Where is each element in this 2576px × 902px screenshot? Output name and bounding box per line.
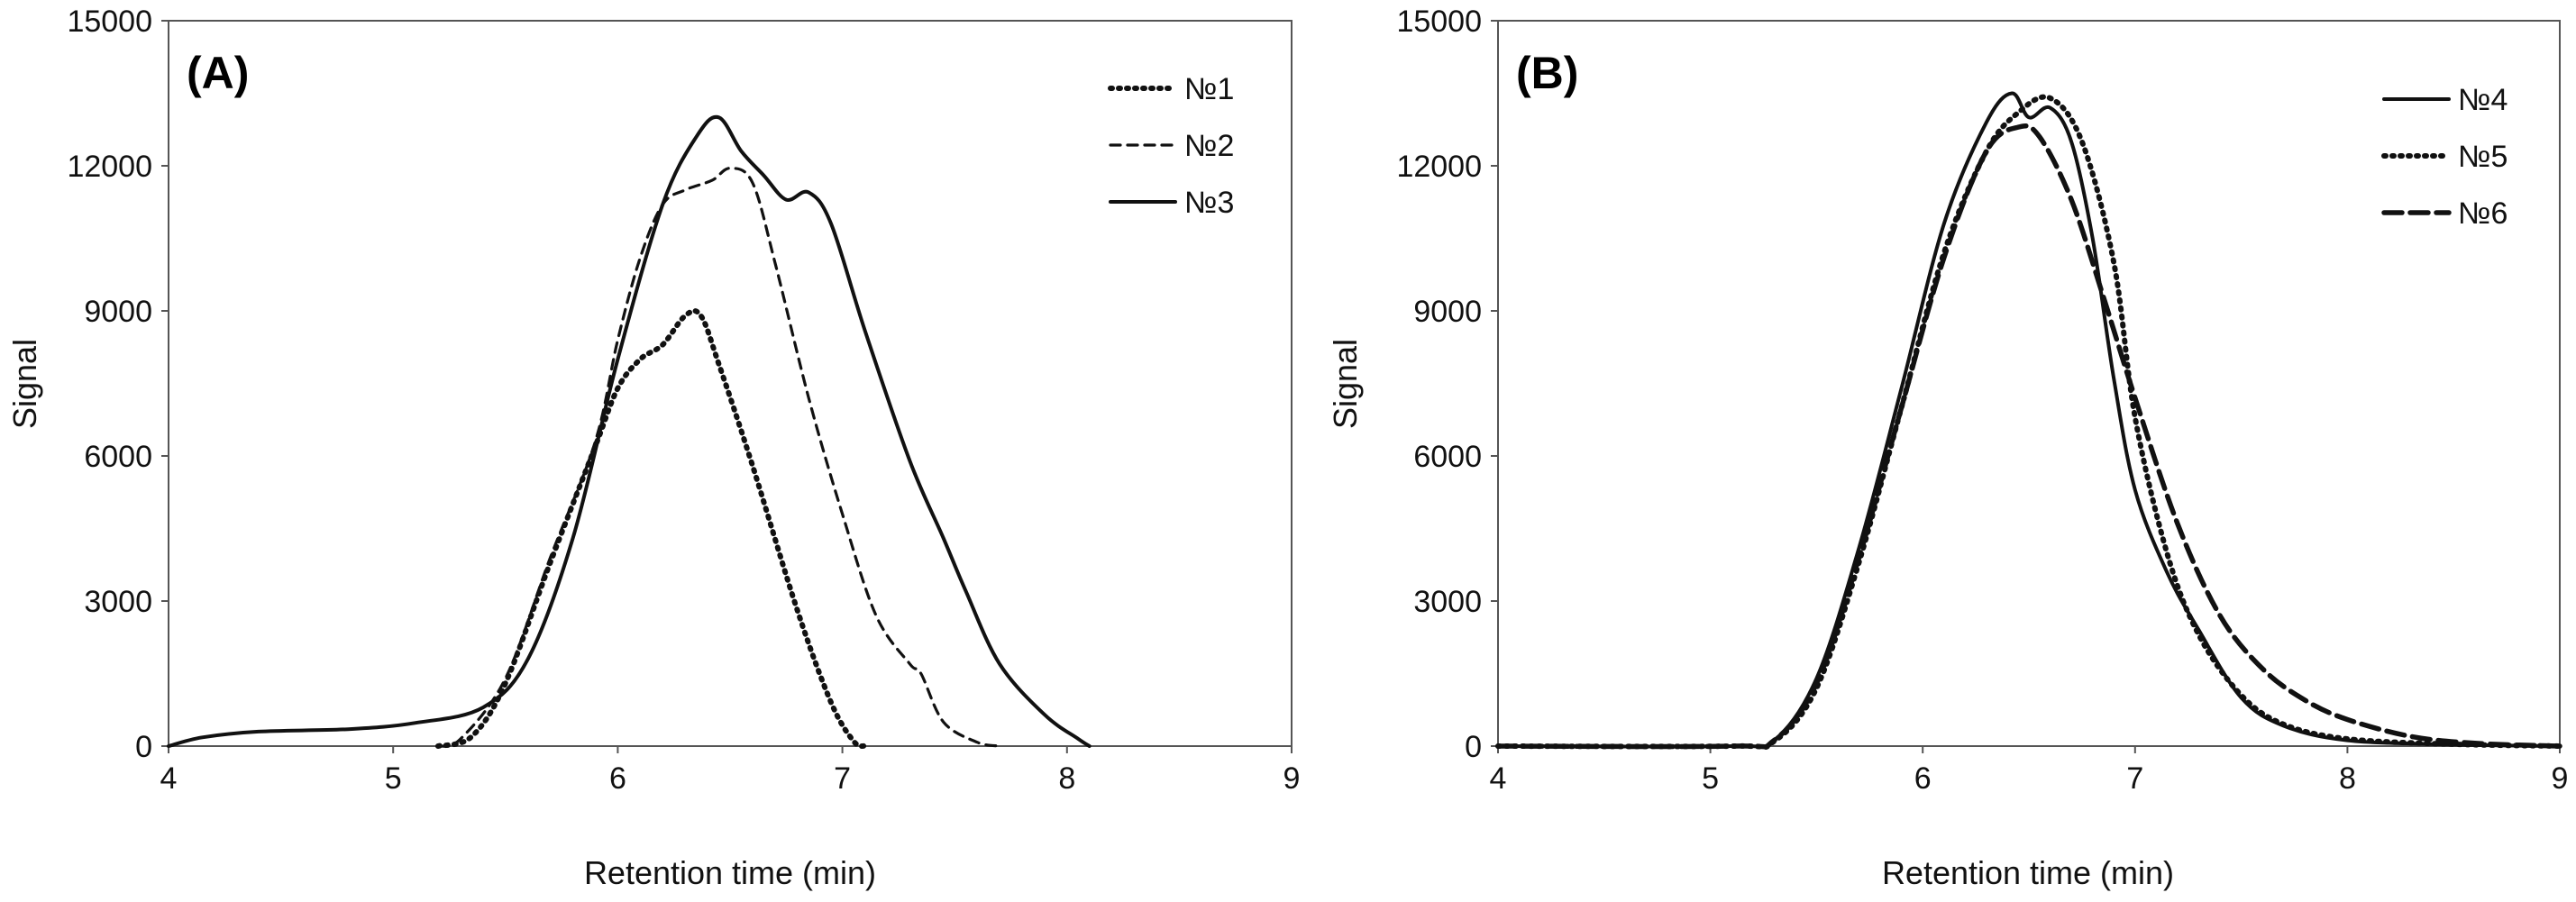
legend-a: №1 №2 №3: [1108, 72, 1234, 220]
y-tick-label: 9000: [1413, 295, 1482, 329]
x-tick-label: 4: [1490, 761, 1507, 796]
series-line-a-3: [167, 114, 1092, 748]
legend-b: №4 №5 №6: [2381, 83, 2507, 231]
x-tick-label: 9: [1283, 761, 1301, 796]
chart-panel-b: (B) Signal Retention time (min) 4 5 6 7 8 9 0…: [1327, 5, 2568, 891]
y-axis-title-a: Signal: [6, 339, 43, 429]
y-tick-label: 3000: [1413, 585, 1482, 619]
x-ticks-b: 4 5 6 7 8 9: [1490, 746, 2569, 796]
y-ticks-b: 0 3000 6000 9000 12000 15000: [1396, 5, 1498, 764]
series-line-a-2: [436, 167, 1001, 748]
series-line-b-1: [1496, 91, 2562, 750]
series-lines-b: [1495, 91, 2562, 751]
y-tick-label: 0: [1465, 730, 1482, 764]
y-tick-label: 6000: [84, 440, 152, 474]
y-tick-label: 12000: [67, 150, 152, 184]
y-tick-label: 15000: [1396, 5, 1482, 39]
x-tick-label: 6: [1914, 761, 1932, 796]
panel-label-b: (B): [1516, 48, 1578, 98]
legend-label: №3: [1184, 186, 1234, 220]
legend-label: №4: [2458, 83, 2507, 117]
x-tick-label: 8: [2339, 761, 2356, 796]
series-lines-a: [167, 114, 1092, 750]
y-axis-title-b: Signal: [1327, 339, 1364, 429]
series-line-b-3: [1495, 123, 2562, 750]
series-line-b-2: [1495, 94, 2562, 751]
y-tick-label: 9000: [84, 295, 152, 329]
x-axis-title-b: Retention time (min): [1882, 854, 2174, 891]
x-tick-label: 4: [160, 761, 178, 796]
plot-frame-a: [168, 20, 1293, 747]
x-ticks-a: 4 5 6 7 8 9: [160, 746, 1301, 796]
legend-label: №6: [2458, 196, 2507, 231]
y-tick-label: 12000: [1396, 150, 1482, 184]
y-ticks-a: 0 3000 6000 9000 12000 15000: [67, 5, 169, 764]
y-tick-label: 6000: [1413, 440, 1482, 474]
chart-panel-a: (A) Signal Retention time (min) 4 5 6 7 8 9 0…: [6, 5, 1300, 891]
x-tick-label: 5: [1702, 761, 1719, 796]
y-tick-label: 0: [135, 730, 152, 764]
legend-label: №1: [1184, 72, 1234, 106]
plot-frame-b: [1497, 20, 2561, 747]
x-axis-title-a: Retention time (min): [584, 854, 876, 891]
x-tick-label: 7: [2126, 761, 2143, 796]
x-tick-label: 9: [2552, 761, 2569, 796]
x-tick-label: 5: [385, 761, 402, 796]
x-tick-label: 6: [609, 761, 626, 796]
panel-label-a: (A): [187, 48, 249, 98]
legend-label: №5: [2458, 140, 2507, 174]
series-line-a-1: [435, 308, 868, 750]
x-tick-label: 8: [1058, 761, 1075, 796]
y-tick-label: 3000: [84, 585, 152, 619]
x-tick-label: 7: [834, 761, 851, 796]
y-tick-label: 15000: [67, 5, 152, 39]
legend-label: №2: [1184, 129, 1234, 163]
